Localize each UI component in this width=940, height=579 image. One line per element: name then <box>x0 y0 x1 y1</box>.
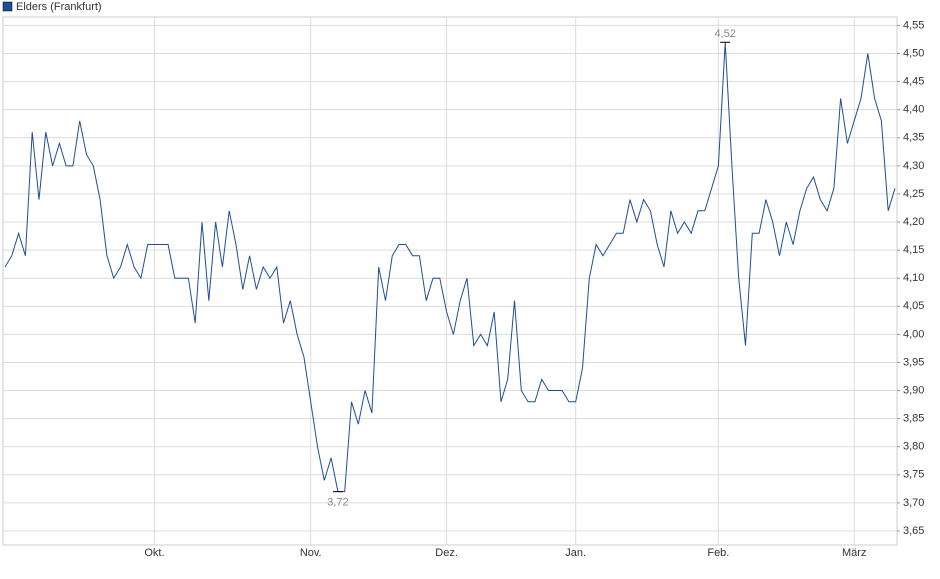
plot-frame <box>2 16 898 546</box>
y-tick-label: 4,00 <box>903 328 924 340</box>
y-tick-label: 4,05 <box>903 300 924 312</box>
y-tick-label: 4,35 <box>903 132 924 144</box>
y-tick-label: 4,45 <box>903 76 924 88</box>
y-tick-label: 4,30 <box>903 160 924 172</box>
x-tick-label: Okt. <box>144 547 164 559</box>
annotation-label: 4,52 <box>714 28 735 40</box>
y-tick-label: 3,65 <box>903 525 924 537</box>
y-tick-label: 4,55 <box>903 19 924 31</box>
y-tick-label: 3,85 <box>903 413 924 425</box>
y-tick-label: 3,90 <box>903 384 924 396</box>
y-tick-label: 4,15 <box>903 244 924 256</box>
y-tick-label: 4,20 <box>903 216 924 228</box>
y-tick-label: 3,75 <box>903 469 924 481</box>
legend-label: Elders (Frankfurt) <box>16 1 102 13</box>
x-tick-label: Feb. <box>707 547 729 559</box>
x-tick-label: Nov. <box>300 547 322 559</box>
x-tick-label: Dez. <box>435 547 458 559</box>
x-tick-label: Jan. <box>565 547 586 559</box>
price-line <box>4 42 896 493</box>
y-tick-label: 3,80 <box>903 441 924 453</box>
y-tick-label: 3,95 <box>903 356 924 368</box>
y-tick-label: 3,70 <box>903 497 924 509</box>
annotation-label: 3,72 <box>327 497 348 509</box>
x-tick-label: März <box>842 547 866 559</box>
legend-swatch <box>2 1 13 12</box>
y-tick-label: 4,10 <box>903 272 924 284</box>
y-tick-label: 4,40 <box>903 104 924 116</box>
y-tick-label: 4,50 <box>903 47 924 59</box>
y-tick-label: 4,25 <box>903 188 924 200</box>
